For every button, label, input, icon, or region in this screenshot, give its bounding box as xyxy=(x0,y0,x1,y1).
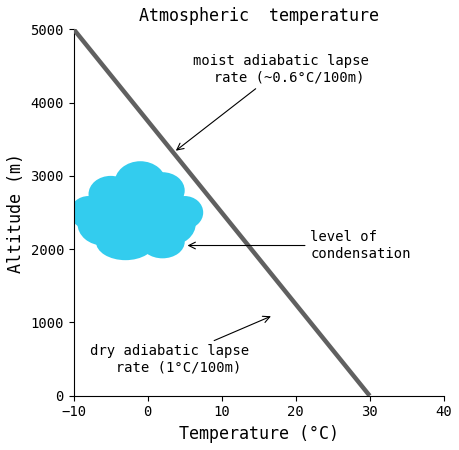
Ellipse shape xyxy=(70,196,107,229)
Y-axis label: Altitude (m): Altitude (m) xyxy=(7,153,25,273)
Ellipse shape xyxy=(140,225,185,258)
Text: level of
condensation: level of condensation xyxy=(189,230,411,261)
Ellipse shape xyxy=(114,161,166,205)
Text: dry adiabatic lapse
  rate (1°C/100m): dry adiabatic lapse rate (1°C/100m) xyxy=(90,316,270,375)
Ellipse shape xyxy=(78,202,129,246)
Ellipse shape xyxy=(96,194,170,246)
Text: moist adiabatic lapse
  rate (~0.6°C/100m): moist adiabatic lapse rate (~0.6°C/100m) xyxy=(177,54,369,150)
Title: Atmospheric  temperature: Atmospheric temperature xyxy=(139,7,379,25)
Ellipse shape xyxy=(144,202,196,246)
Ellipse shape xyxy=(166,196,203,229)
Ellipse shape xyxy=(89,176,133,212)
Ellipse shape xyxy=(140,172,185,209)
X-axis label: Temperature (°C): Temperature (°C) xyxy=(179,425,339,443)
Ellipse shape xyxy=(96,224,155,260)
